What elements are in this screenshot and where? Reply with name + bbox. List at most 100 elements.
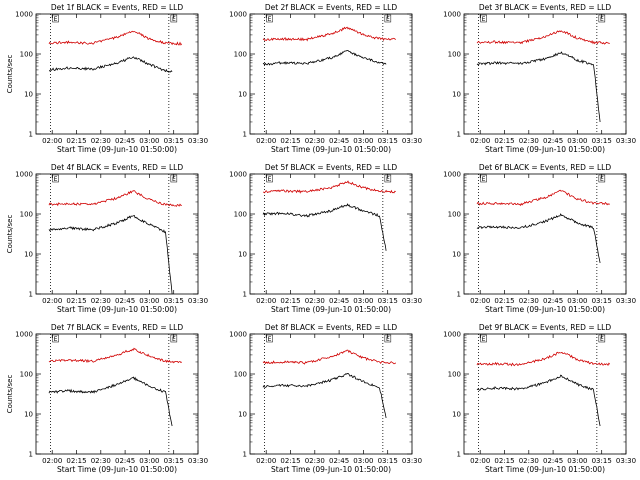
x-tick-label: 02:15 <box>280 457 300 465</box>
lld-series-line <box>262 349 397 365</box>
y-tick-label: 10 <box>452 251 461 259</box>
plot-frame <box>249 333 413 455</box>
marker-label: E <box>386 16 390 23</box>
y-tick-label: 100 <box>234 211 247 219</box>
x-tick-label: 02:30 <box>519 297 539 305</box>
x-tick-label: 02:15 <box>66 297 86 305</box>
y-tick-label: 10 <box>24 91 33 99</box>
y-tick-label: 10 <box>452 411 461 419</box>
x-tick-label: 03:15 <box>592 297 612 305</box>
x-tick-label: 02:45 <box>543 297 563 305</box>
y-tick-label: 1 <box>29 291 33 299</box>
x-tick-label: 02:15 <box>280 137 300 145</box>
y-tick-label: 1000 <box>229 331 247 339</box>
y-tick-label: 100 <box>448 51 461 59</box>
x-tick-label: 02:45 <box>115 137 135 145</box>
x-axis-label: Start Time (09-Jun-10 01:50:00) <box>485 305 605 314</box>
y-tick-label: 1000 <box>443 331 461 339</box>
chart-title: Det 6f BLACK = Events, RED = LLD <box>479 163 612 172</box>
x-tick-label: 02:15 <box>280 297 300 305</box>
x-tick-label: 02:00 <box>256 297 276 305</box>
marker-box <box>52 14 59 23</box>
chart-panel: Det 4f BLACK = Events, RED = LLD 02:00 02:… <box>6 163 208 314</box>
x-tick-label: 02:00 <box>256 457 276 465</box>
y-tick-label: 1 <box>457 131 461 139</box>
x-tick-label: 03:15 <box>592 137 612 145</box>
y-tick-label: 1 <box>29 451 33 459</box>
marker-box <box>480 14 487 23</box>
plot-frame <box>35 333 199 455</box>
chart-title: Det 2f BLACK = Events, RED = LLD <box>265 3 398 12</box>
y-tick-label: 10 <box>238 91 247 99</box>
x-tick-label: 03:15 <box>164 137 184 145</box>
x-tick-label: 03:00 <box>139 297 159 305</box>
x-tick-label: 03:30 <box>402 457 422 465</box>
marker-box <box>170 334 178 343</box>
marker-label: E <box>54 176 58 183</box>
marker-label: E <box>268 16 272 23</box>
events-series-line <box>48 376 173 427</box>
y-tick-label: 100 <box>20 211 33 219</box>
x-tick-label: 02:30 <box>91 137 111 145</box>
x-tick-label: 02:00 <box>42 297 62 305</box>
y-tick-label: 100 <box>234 51 247 59</box>
x-tick-label: 02:30 <box>91 457 111 465</box>
x-tick-label: 02:00 <box>256 137 276 145</box>
y-tick-label: 1000 <box>15 171 33 179</box>
x-tick-label: 02:45 <box>543 457 563 465</box>
x-tick-label: 03:00 <box>139 137 159 145</box>
chart-panel: Det 9f BLACK = Events, RED = LLD 02:00 02:… <box>443 323 636 474</box>
x-tick-label: 03:30 <box>616 137 636 145</box>
x-axis-label: Start Time (09-Jun-10 01:50:00) <box>271 465 391 474</box>
marker-box <box>598 334 606 343</box>
marker-box <box>52 334 59 343</box>
x-tick-label: 03:00 <box>353 457 373 465</box>
chart-title: Det 7f BLACK = Events, RED = LLD <box>51 323 184 332</box>
plot-frame <box>35 173 199 295</box>
y-tick-label: 1000 <box>15 331 33 339</box>
x-tick-label: 03:30 <box>402 137 422 145</box>
x-tick-label: 02:30 <box>305 457 325 465</box>
x-tick-label: 02:15 <box>494 457 514 465</box>
lld-series-line <box>476 189 611 207</box>
x-tick-label: 02:30 <box>305 297 325 305</box>
marker-label: E <box>386 336 390 343</box>
y-tick-label: 1 <box>457 451 461 459</box>
marker-label: E <box>172 16 176 23</box>
y-tick-label: 100 <box>448 371 461 379</box>
marker-box <box>384 174 392 183</box>
y-tick-label: 1000 <box>229 11 247 19</box>
marker-box <box>598 174 606 183</box>
marker-box <box>52 174 59 183</box>
lld-series-line <box>476 351 611 367</box>
x-tick-label: 03:15 <box>378 137 398 145</box>
x-axis-label: Start Time (09-Jun-10 01:50:00) <box>57 145 177 154</box>
y-tick-label: 10 <box>238 411 247 419</box>
x-tick-label: 03:15 <box>592 457 612 465</box>
marker-label: E <box>600 16 604 23</box>
marker-label: E <box>268 176 272 183</box>
marker-box <box>170 14 178 23</box>
y-tick-label: 100 <box>20 371 33 379</box>
x-tick-label: 03:30 <box>188 137 208 145</box>
x-tick-label: 03:15 <box>378 457 398 465</box>
plot-frame <box>463 13 627 135</box>
lld-series-line <box>48 347 182 364</box>
plot-frame <box>249 173 413 295</box>
marker-box <box>266 14 273 23</box>
marker-label: E <box>482 176 486 183</box>
chart-panel: Det 7f BLACK = Events, RED = LLD 02:00 02:… <box>6 323 208 474</box>
x-tick-label: 02:45 <box>329 297 349 305</box>
plot-frame <box>463 333 627 455</box>
x-tick-label: 03:30 <box>402 297 422 305</box>
y-tick-label: 1 <box>243 291 247 299</box>
lld-series-line <box>262 26 396 42</box>
x-tick-label: 03:30 <box>188 297 208 305</box>
x-tick-label: 02:15 <box>494 297 514 305</box>
x-tick-label: 02:30 <box>519 457 539 465</box>
plot-frame <box>463 173 627 295</box>
x-tick-label: 03:00 <box>567 457 587 465</box>
chart-title: Det 8f BLACK = Events, RED = LLD <box>265 323 398 332</box>
y-tick-label: 1000 <box>229 171 247 179</box>
